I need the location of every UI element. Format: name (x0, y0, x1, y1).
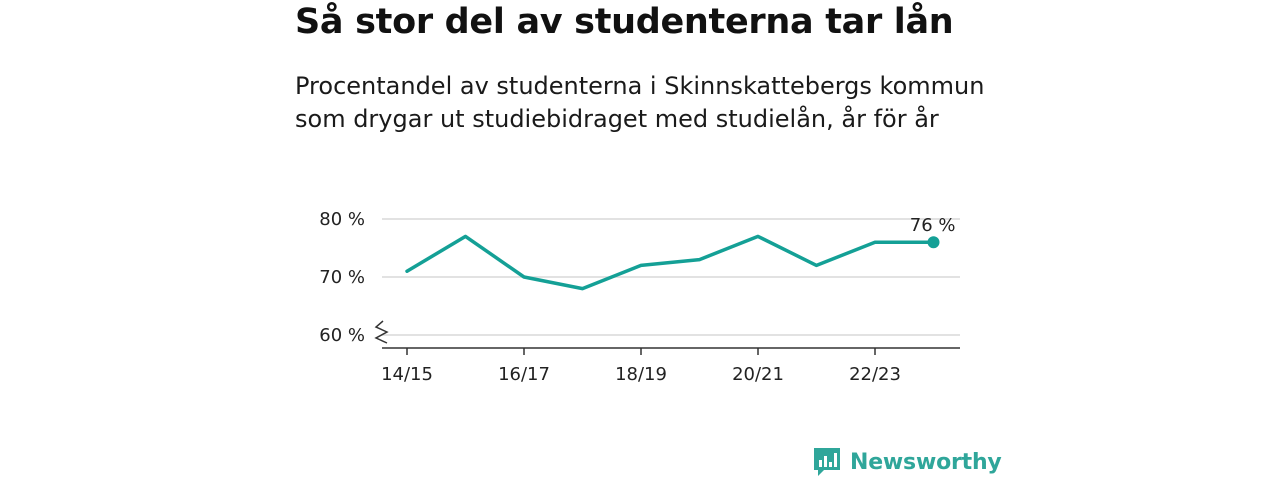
x-tick-label: 16/17 (498, 364, 550, 385)
y-tick-label: 60 % (319, 325, 365, 346)
axis-break-icon (374, 320, 389, 344)
series-line (405, 234, 936, 291)
series (405, 234, 940, 291)
chart-title: Så stor del av studenterna tar lån (295, 2, 954, 42)
y-tick-label: 80 % (319, 209, 365, 230)
brand-logo: Newsworthy (812, 446, 1002, 478)
x-tick-label: 22/23 (849, 364, 901, 385)
brand-name: Newsworthy (850, 449, 1002, 475)
chart-subtitle: Procentandel av studenterna i Skinnskatt… (295, 72, 985, 133)
gridlines (382, 218, 960, 336)
axes (374, 320, 960, 355)
x-tick-label: 18/19 (615, 364, 667, 385)
x-tick-label: 20/21 (732, 364, 784, 385)
y-tick-label: 70 % (319, 267, 365, 288)
bar-chart-speech-bubble-icon (814, 448, 840, 476)
last-point-marker (927, 236, 940, 249)
x-tick-label: 14/15 (381, 364, 433, 385)
labels: 60 % 70 % 80 % 14/15 16/17 18/19 20/21 22/23 76 … (319, 209, 955, 385)
last-value-label: 76 % (910, 215, 956, 236)
